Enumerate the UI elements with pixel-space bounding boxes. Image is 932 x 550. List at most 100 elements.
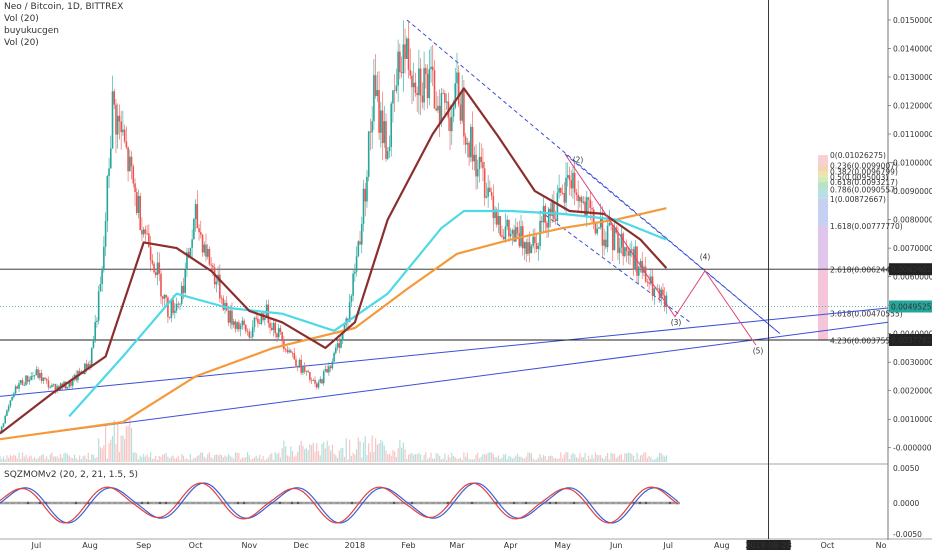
volume-bar xyxy=(497,455,500,462)
candle-body xyxy=(572,172,574,189)
fib-label: 3.618(0.00470555) xyxy=(830,310,903,319)
candle-body xyxy=(653,288,656,297)
volume-bar xyxy=(582,457,584,462)
candle-body xyxy=(373,75,375,122)
candle-body xyxy=(371,121,373,133)
osc-dot xyxy=(98,501,102,505)
volume-bar xyxy=(594,452,597,462)
volume-bar xyxy=(134,452,136,462)
candle-body xyxy=(618,247,621,253)
candle-body xyxy=(51,385,53,388)
candle-body xyxy=(108,168,110,177)
month-label: 2018 xyxy=(345,541,365,550)
candle-body xyxy=(419,68,422,96)
volume-bar xyxy=(324,448,327,462)
volume-bar xyxy=(411,453,413,462)
volume-bar xyxy=(404,449,406,462)
candle-body xyxy=(357,241,360,257)
volume-bar xyxy=(650,457,652,462)
osc-dot xyxy=(182,501,186,505)
volume-bar xyxy=(485,454,488,462)
volume-bar xyxy=(54,456,56,462)
month-label: Feb xyxy=(401,541,415,550)
volume-bar xyxy=(413,454,415,462)
volume-bar xyxy=(587,455,590,462)
volume-bar xyxy=(304,449,306,462)
volume-bar xyxy=(598,455,600,462)
candle-body xyxy=(260,313,263,325)
osc-dot xyxy=(458,501,462,505)
volume-bar xyxy=(643,452,645,462)
candle-body xyxy=(376,90,379,97)
volume-bar xyxy=(298,445,301,462)
candle-body xyxy=(651,276,654,297)
volume-bar xyxy=(274,452,276,462)
volume-bar xyxy=(217,455,219,462)
osc-dot xyxy=(32,501,36,505)
volume-bar xyxy=(439,455,441,462)
candle-body xyxy=(399,51,401,73)
candle-body xyxy=(442,93,444,94)
candle-body xyxy=(246,330,249,332)
osc-dot xyxy=(656,501,660,505)
candle-body xyxy=(528,242,531,254)
volume-bar xyxy=(406,459,408,462)
volume-bar xyxy=(549,455,552,462)
volume-bar xyxy=(195,458,197,462)
candle-body xyxy=(405,38,408,59)
candle-body xyxy=(142,229,145,235)
candle-body xyxy=(336,343,339,348)
volume-bar xyxy=(210,457,212,462)
volume-bar xyxy=(658,452,661,462)
candle-body xyxy=(352,273,354,296)
candle-body xyxy=(400,72,403,74)
candle-body xyxy=(547,208,550,228)
volume-bar xyxy=(394,451,396,462)
volume-bar xyxy=(9,454,11,462)
volume-bar xyxy=(290,446,292,462)
candle-body xyxy=(201,234,204,253)
volume-bar xyxy=(655,458,657,462)
candle-body xyxy=(428,68,431,99)
osc-dot xyxy=(302,501,306,505)
osc-dot xyxy=(194,501,198,505)
osc-dot xyxy=(566,501,570,505)
candle-body xyxy=(390,103,393,148)
volume-bar xyxy=(72,458,74,462)
candle-body xyxy=(199,232,202,235)
candle-body xyxy=(553,201,555,220)
candle-body xyxy=(239,325,242,330)
candle-body xyxy=(276,333,278,338)
volume-bar xyxy=(381,441,384,462)
volume-bar xyxy=(80,459,82,462)
candle-body xyxy=(656,288,659,290)
candle-body xyxy=(30,376,32,380)
candle-body xyxy=(587,197,590,200)
osc-dot xyxy=(380,501,384,505)
volume-bar xyxy=(619,455,621,462)
month-label: Oct xyxy=(189,541,203,550)
candle-body xyxy=(220,298,223,300)
volume-bar xyxy=(0,456,1,462)
volume-bar xyxy=(366,455,368,462)
volume-bar xyxy=(338,450,340,462)
candle-body xyxy=(49,387,51,388)
osc-dot xyxy=(506,501,510,505)
candle-body xyxy=(421,95,424,103)
candle-body xyxy=(350,295,353,303)
volume-bar xyxy=(589,458,591,462)
volume-bar xyxy=(285,446,287,462)
volume-bar xyxy=(27,458,29,462)
volume-bar xyxy=(28,456,31,462)
volume-bar xyxy=(383,445,385,462)
osc-dot xyxy=(242,501,246,505)
volume-bar xyxy=(25,454,27,462)
fib-label: 0.382(0.0096799) xyxy=(830,168,898,177)
volume-bar xyxy=(73,454,76,462)
volume-bar xyxy=(23,456,25,462)
ma-mid-line xyxy=(68,209,667,418)
osc-dot xyxy=(308,501,312,505)
